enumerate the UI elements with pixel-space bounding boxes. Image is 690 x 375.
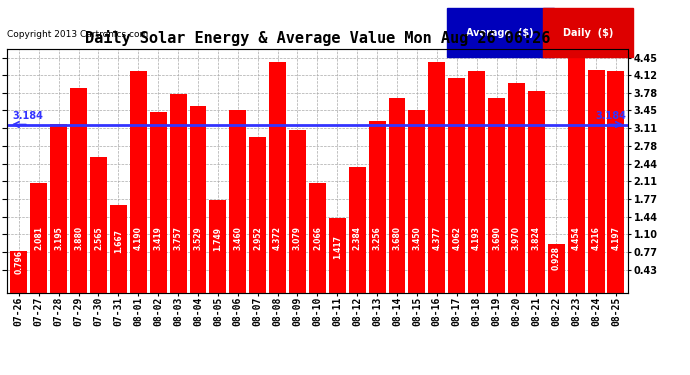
- Text: 1.667: 1.667: [114, 229, 123, 253]
- Bar: [368, 121, 386, 292]
- Text: Copyright 2013 Cartronics.com: Copyright 2013 Cartronics.com: [7, 30, 148, 39]
- Bar: [329, 218, 346, 292]
- Bar: [408, 111, 425, 292]
- Text: 3.757: 3.757: [174, 226, 183, 250]
- Text: 3.195: 3.195: [54, 226, 63, 250]
- Text: 3.184: 3.184: [595, 111, 626, 121]
- Text: 0.928: 0.928: [552, 246, 561, 270]
- Bar: [348, 167, 366, 292]
- Text: 2.081: 2.081: [34, 226, 43, 250]
- Text: 2.066: 2.066: [313, 226, 322, 250]
- Text: 3.880: 3.880: [74, 226, 83, 250]
- Text: 3.824: 3.824: [532, 226, 541, 250]
- Text: 3.529: 3.529: [193, 226, 202, 250]
- Bar: [607, 71, 624, 292]
- Bar: [130, 71, 147, 292]
- Bar: [269, 62, 286, 292]
- Bar: [50, 124, 67, 292]
- Text: 2.384: 2.384: [353, 226, 362, 250]
- Bar: [428, 62, 445, 292]
- Text: 4.372: 4.372: [273, 226, 282, 250]
- Bar: [488, 98, 505, 292]
- Bar: [90, 157, 107, 292]
- Text: Average  ($): Average ($): [466, 28, 534, 38]
- Bar: [110, 204, 127, 292]
- Bar: [10, 251, 28, 292]
- Text: 3.680: 3.680: [393, 226, 402, 250]
- Text: 4.377: 4.377: [433, 226, 442, 250]
- Text: 4.216: 4.216: [591, 226, 600, 250]
- Text: 1.749: 1.749: [213, 227, 222, 251]
- Bar: [289, 130, 306, 292]
- Text: 3.970: 3.970: [512, 226, 521, 250]
- Text: 4.193: 4.193: [472, 226, 481, 250]
- Text: 3.460: 3.460: [233, 226, 242, 250]
- Bar: [190, 106, 206, 292]
- Text: 2.565: 2.565: [94, 226, 103, 250]
- Bar: [388, 98, 406, 292]
- Text: 4.197: 4.197: [611, 226, 620, 250]
- Bar: [528, 91, 545, 292]
- Bar: [229, 110, 246, 292]
- Title: Daily Solar Energy & Average Value Mon Aug 26 06:26: Daily Solar Energy & Average Value Mon A…: [85, 30, 550, 46]
- Bar: [210, 200, 226, 292]
- Text: 3.450: 3.450: [413, 226, 422, 250]
- Text: 4.454: 4.454: [571, 226, 581, 250]
- Text: 3.079: 3.079: [293, 226, 302, 250]
- Bar: [568, 57, 584, 292]
- Text: 1.417: 1.417: [333, 235, 342, 259]
- Bar: [70, 88, 87, 292]
- Bar: [150, 112, 166, 292]
- Text: 4.062: 4.062: [452, 226, 461, 250]
- Bar: [249, 137, 266, 292]
- Text: 4.190: 4.190: [134, 226, 143, 250]
- Text: 3.184: 3.184: [13, 111, 43, 121]
- Bar: [170, 94, 186, 292]
- Bar: [309, 183, 326, 292]
- Text: 3.419: 3.419: [154, 226, 163, 250]
- Text: 0.796: 0.796: [14, 250, 23, 274]
- Text: Daily  ($): Daily ($): [562, 28, 613, 38]
- Text: 3.690: 3.690: [492, 226, 501, 250]
- Bar: [448, 78, 465, 292]
- Bar: [508, 83, 525, 292]
- Text: 2.952: 2.952: [253, 226, 262, 250]
- Bar: [588, 70, 604, 292]
- Bar: [30, 183, 47, 292]
- Text: 3.256: 3.256: [373, 226, 382, 250]
- Bar: [548, 243, 564, 292]
- Bar: [469, 71, 485, 292]
